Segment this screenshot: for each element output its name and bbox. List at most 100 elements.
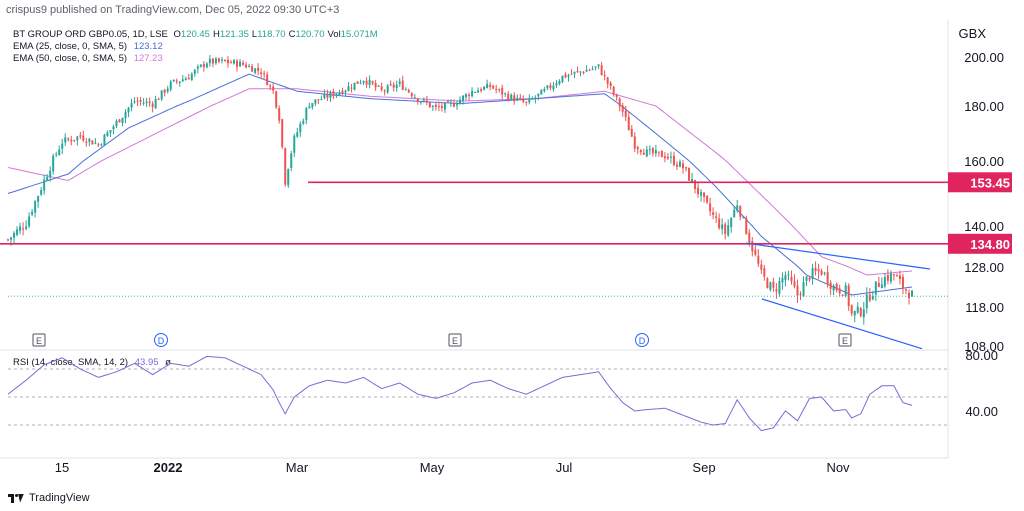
candle: [772, 277, 775, 292]
candle: [627, 111, 630, 131]
candle: [862, 301, 865, 325]
candle: [169, 79, 172, 92]
candle: [480, 87, 483, 93]
candle: [904, 288, 907, 295]
candle: [356, 81, 359, 84]
candle: [787, 270, 790, 281]
candle: [835, 282, 838, 293]
candle: [305, 106, 308, 125]
candle: [446, 99, 449, 103]
candle: [697, 182, 700, 198]
candle: [55, 151, 58, 158]
rsi-legend: RSI (14, close, SMA, 14, 2) 43.95 ø: [13, 357, 171, 368]
candle: [537, 93, 540, 101]
candle: [612, 85, 615, 97]
candle: [395, 80, 398, 92]
candle: [633, 132, 636, 153]
candle: [561, 75, 564, 84]
candle: [555, 80, 558, 89]
candle: [145, 97, 148, 108]
candle: [681, 159, 684, 174]
ema25-legend: EMA (25, close, 0, SMA, 5) 123.12: [13, 41, 163, 52]
candle: [474, 91, 477, 94]
candle: [688, 167, 691, 182]
candle: [522, 95, 525, 104]
candle: [847, 283, 850, 312]
candle: [431, 104, 434, 111]
rsi-value: 43.95: [134, 357, 159, 368]
candle: [440, 102, 443, 112]
candle: [895, 273, 898, 277]
candle: [353, 82, 356, 91]
candle: [865, 287, 868, 314]
candle: [498, 88, 501, 93]
candle: [187, 73, 190, 80]
candle: [196, 64, 199, 74]
candle: [269, 83, 272, 91]
candle: [275, 90, 278, 110]
candle: [528, 94, 531, 105]
candle: [790, 270, 793, 285]
candle: [510, 93, 513, 101]
ema25-label: EMA (25, close, 0, SMA, 5): [13, 41, 128, 52]
candle: [157, 97, 160, 101]
currency-label: GBX: [958, 26, 986, 41]
candle: [477, 87, 480, 93]
candle: [718, 213, 721, 230]
candle: [335, 93, 338, 98]
candle: [832, 283, 835, 296]
candle: [58, 145, 61, 156]
candle: [371, 80, 374, 86]
candle: [549, 82, 552, 91]
candle: [877, 276, 880, 288]
candle: [133, 97, 136, 104]
candle: [856, 302, 859, 315]
candle: [239, 58, 242, 67]
price-tick-label: 180.00: [964, 99, 1004, 114]
candle: [428, 102, 431, 108]
candle: [190, 72, 193, 82]
candle: [407, 88, 410, 94]
candle: [208, 54, 211, 67]
symbol-legend: BT GROUP ORD GBP0.05, 1D, LSE O120.45 H12…: [13, 29, 378, 40]
candle: [341, 87, 344, 95]
candle: [31, 208, 34, 217]
support-level-badge: [948, 172, 1012, 193]
candle: [263, 70, 266, 79]
candle: [449, 99, 452, 107]
candle: [242, 60, 245, 67]
candle: [624, 105, 627, 122]
candle: [793, 274, 796, 289]
candle: [763, 264, 766, 281]
svg-text:E: E: [452, 336, 458, 346]
candle: [205, 61, 208, 69]
candle: [70, 136, 73, 146]
candle: [703, 192, 706, 203]
candle: [139, 96, 142, 106]
candle: [880, 277, 883, 289]
candle: [311, 103, 314, 110]
candle: [160, 90, 163, 102]
candle: [907, 289, 910, 305]
candle: [100, 143, 103, 147]
x-tick-label: 15: [55, 460, 69, 475]
candle: [223, 59, 226, 62]
candle: [67, 137, 70, 142]
channel-upper-trendline: [745, 242, 931, 270]
candle: [398, 78, 401, 87]
candle: [455, 100, 458, 110]
ohlc-l: L118.70: [251, 29, 286, 40]
candle: [868, 288, 871, 303]
candle: [579, 71, 582, 77]
candle: [901, 273, 904, 295]
candle: [136, 96, 139, 107]
candle: [724, 221, 727, 240]
candle: [591, 66, 594, 71]
candle: [751, 237, 754, 257]
candle: [706, 195, 709, 205]
ema50-legend: EMA (50, close, 0, SMA, 5) 127.23: [13, 53, 163, 64]
price-tick-label: 108.00: [964, 339, 1004, 354]
candle: [691, 172, 694, 183]
